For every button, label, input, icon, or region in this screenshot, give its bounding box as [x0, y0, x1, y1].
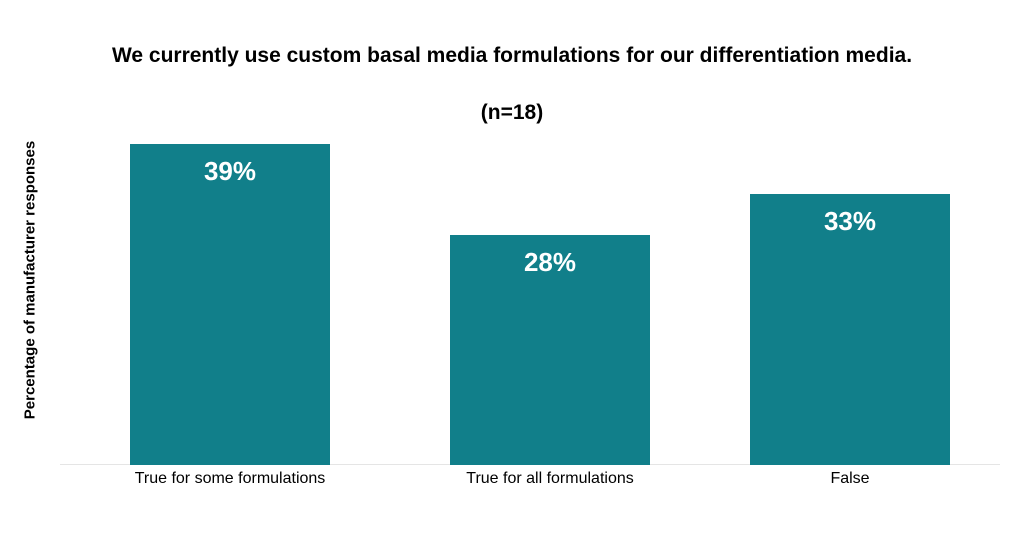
chart-title-line1: We currently use custom basal media form… [112, 44, 912, 67]
x-tick-0: True for some formulations [100, 470, 360, 488]
x-tick-0-label: True for some formulations [135, 470, 326, 487]
bar-1-value-label: 28% [450, 247, 650, 278]
x-tick-2-label: False [830, 470, 869, 487]
x-tick-1-label: True for all formulations [466, 470, 633, 487]
plot-area: 39% 28% 33% [60, 95, 1000, 465]
bar-1: 28% [450, 235, 650, 465]
bar-2: 33% [750, 194, 950, 465]
bar-chart: We currently use custom basal media form… [0, 0, 1024, 535]
x-tick-2: False [720, 470, 980, 488]
bar-0: 39% [130, 144, 330, 465]
y-axis-label: Percentage of manufacturer responses [22, 141, 39, 419]
bar-0-value-label: 39% [130, 156, 330, 187]
x-tick-1: True for all formulations [420, 470, 680, 488]
bar-2-value-label: 33% [750, 206, 950, 237]
